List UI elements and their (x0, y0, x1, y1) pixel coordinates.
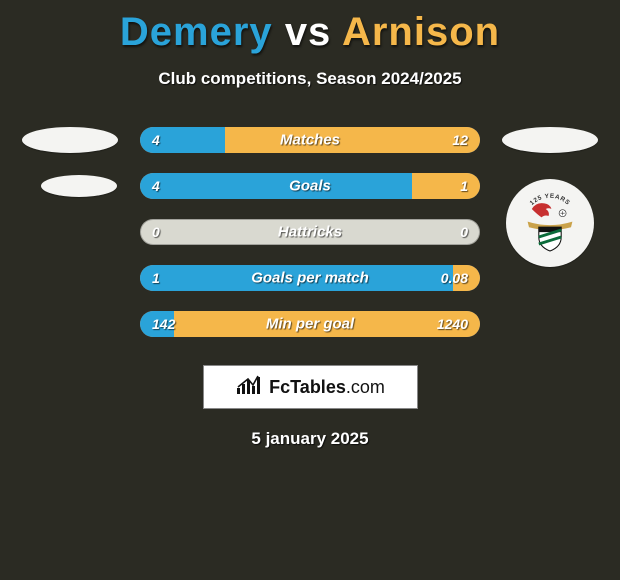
brand-text: FcTables.com (269, 377, 385, 398)
club-crest-icon: 125 YEARS (506, 179, 594, 267)
stat-bar-right (412, 173, 480, 199)
title-right: Arnison (342, 10, 500, 54)
stat-row: 1 0.08 Goals per match (0, 255, 620, 301)
stat-label: Matches (280, 132, 340, 149)
stat-row: 142 1240 Min per goal (0, 301, 620, 347)
stat-label: Min per goal (266, 316, 354, 333)
stat-value-right: 1 (460, 178, 468, 194)
stat-value-left: 142 (152, 316, 175, 332)
player-left-ellipse-2 (41, 175, 117, 197)
title-vs: vs (285, 10, 332, 54)
comparison-card: Demery vs Arnison Club competitions, Sea… (0, 0, 620, 449)
stat-bar: 4 1 Goals (140, 173, 480, 199)
stats-rows: 4 12 Matches 4 1 Goals 0 0 Hattricks 1 0.08 Goals p… (0, 117, 620, 347)
stat-value-left: 4 (152, 178, 160, 194)
side-left (0, 127, 140, 153)
stat-value-left: 0 (152, 224, 160, 240)
stat-label: Goals (289, 178, 331, 195)
stat-bar-right (225, 127, 480, 153)
player-left-ellipse-1 (22, 127, 118, 153)
title-left: Demery (120, 10, 273, 54)
stat-value-right: 0.08 (441, 270, 468, 286)
brand-domain: .com (346, 377, 385, 397)
stat-bar: 4 12 Matches (140, 127, 480, 153)
side-left (0, 175, 140, 197)
stat-value-left: 4 (152, 132, 160, 148)
brand-chart-icon (235, 374, 263, 401)
date: 5 january 2025 (0, 429, 620, 449)
page-title: Demery vs Arnison (0, 10, 620, 55)
stat-value-left: 1 (152, 270, 160, 286)
stat-bar: 1 0.08 Goals per match (140, 265, 480, 291)
player-right-ellipse (502, 127, 598, 153)
stat-bar: 142 1240 Min per goal (140, 311, 480, 337)
subtitle: Club competitions, Season 2024/2025 (0, 69, 620, 89)
stat-bar: 0 0 Hattricks (140, 219, 480, 245)
stat-label: Goals per match (251, 270, 369, 287)
brand-box[interactable]: FcTables.com (203, 365, 418, 409)
svg-text:125 YEARS: 125 YEARS (529, 193, 572, 207)
brand-name: FcTables (269, 377, 346, 397)
stat-value-right: 12 (452, 132, 468, 148)
stat-value-right: 1240 (437, 316, 468, 332)
stat-bar-left (140, 173, 412, 199)
stat-label: Hattricks (278, 224, 342, 241)
stat-value-right: 0 (460, 224, 468, 240)
